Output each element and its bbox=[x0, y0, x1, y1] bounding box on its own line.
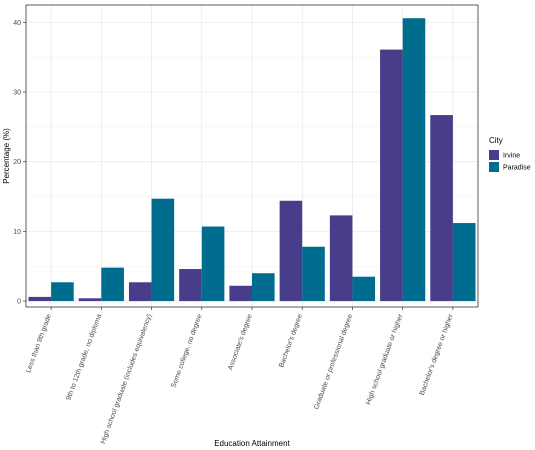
legend-title: City bbox=[489, 136, 503, 145]
bar-irvine-8 bbox=[430, 115, 453, 302]
bar-paradise-1 bbox=[101, 267, 124, 302]
y-tick-label: 40 bbox=[13, 20, 21, 27]
y-tick-label: 0 bbox=[17, 299, 21, 306]
bar-irvine-1 bbox=[78, 298, 102, 302]
bar-irvine-7 bbox=[380, 49, 403, 302]
gridlines bbox=[26, 5, 478, 307]
y-tick-label: 20 bbox=[13, 159, 21, 166]
bar-irvine-4 bbox=[229, 285, 252, 302]
legend-key-irvine bbox=[489, 150, 499, 160]
bar-paradise-2 bbox=[151, 198, 175, 302]
legend-key-paradise bbox=[489, 162, 499, 172]
bar-irvine-6 bbox=[329, 215, 353, 302]
bar-paradise-6 bbox=[352, 276, 376, 302]
bar-irvine-0 bbox=[28, 296, 52, 302]
y-tick-label: 30 bbox=[13, 90, 21, 97]
legend: City Irvine Paradise bbox=[489, 136, 531, 172]
bar-paradise-4 bbox=[252, 273, 275, 302]
legend-label-paradise: Paradise bbox=[503, 165, 531, 172]
bar-paradise-0 bbox=[51, 282, 74, 302]
bar-paradise-7 bbox=[402, 18, 426, 302]
bar-paradise-8 bbox=[452, 223, 476, 302]
x-axis-title: Education Attainment bbox=[214, 439, 290, 448]
bars bbox=[28, 18, 476, 302]
bar-paradise-3 bbox=[201, 226, 225, 302]
bar-irvine-3 bbox=[179, 269, 202, 302]
bar-paradise-5 bbox=[302, 246, 325, 302]
legend-label-irvine: Irvine bbox=[503, 153, 520, 160]
bar-irvine-5 bbox=[279, 200, 303, 302]
y-axis-title: Percentage (%) bbox=[2, 128, 11, 184]
bar-irvine-2 bbox=[128, 282, 152, 302]
y-tick-label: 10 bbox=[13, 229, 21, 236]
